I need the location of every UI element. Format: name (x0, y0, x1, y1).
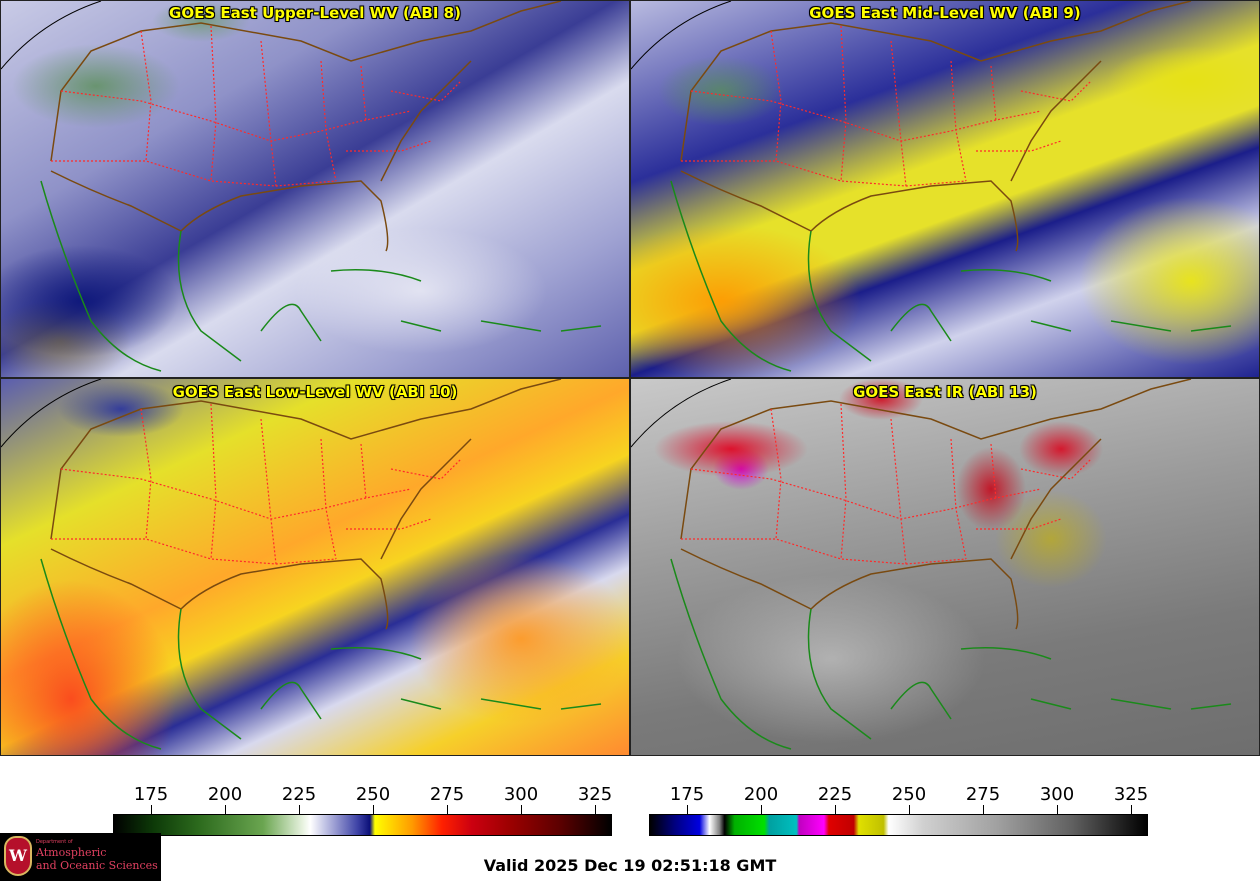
panel-title: GOES East Low-Level WV (ABI 10) (172, 383, 458, 401)
logo-line2: and Oceanic Sciences (36, 859, 158, 872)
ir-imagery (631, 379, 1259, 755)
logo-dept-text: Department of (36, 839, 73, 845)
map-overlay (1, 1, 602, 372)
colorbar-tick-label: 275 (429, 784, 465, 805)
logo-line1: Atmospheric (36, 846, 107, 859)
colorbar-tick (447, 805, 448, 814)
wv-colorbar (113, 814, 612, 836)
upper-level-wv-imagery (1, 1, 629, 377)
colorbar-tick (225, 805, 226, 814)
colorbar-tick-label: 250 (891, 784, 927, 805)
ir-panel: GOES East IR (ABI 13) (630, 378, 1260, 756)
upper-level-wv-panel: GOES East Upper-Level WV (ABI 8) (0, 0, 630, 378)
colorbar-tick-label: 225 (817, 784, 853, 805)
panel-title: GOES East Upper-Level WV (ABI 8) (169, 4, 461, 22)
colorbar-tick (1057, 805, 1058, 814)
colorbar-tick-label: 200 (207, 784, 243, 805)
colorbar-tick-label: 175 (133, 784, 169, 805)
colorbar-tick (151, 805, 152, 814)
map-overlay (631, 379, 1232, 750)
mid-level-wv-imagery (631, 1, 1259, 377)
colorbar-tick (687, 805, 688, 814)
colorbar-tick-label: 300 (503, 784, 539, 805)
panel-title: GOES East Mid-Level WV (ABI 9) (809, 4, 1081, 22)
colorbar-tick (595, 805, 596, 814)
colorbar-tick-label: 325 (1113, 784, 1149, 805)
colorbar-tick (373, 805, 374, 814)
colorbar-tick-label: 325 (577, 784, 613, 805)
mid-level-wv-panel: GOES East Mid-Level WV (ABI 9) (630, 0, 1260, 378)
colorbar-tick-label: 300 (1039, 784, 1075, 805)
colorbar-tick (521, 805, 522, 814)
colorbar-tick (835, 805, 836, 814)
valid-time: Valid 2025 Dec 19 02:51:18 GMT (483, 856, 777, 875)
uw-seal-icon: W (4, 836, 32, 876)
panel-title: GOES East IR (ABI 13) (853, 383, 1037, 401)
colorbar-tick-label: 175 (669, 784, 705, 805)
ir-colorbar (649, 814, 1148, 836)
low-level-wv-panel: GOES East Low-Level WV (ABI 10) (0, 378, 630, 756)
colorbar-tick-label: 225 (281, 784, 317, 805)
map-overlay (631, 1, 1232, 372)
colorbar-tick (909, 805, 910, 814)
map-overlay (1, 379, 602, 750)
colorbar-tick (1131, 805, 1132, 814)
colorbar-tick-label: 250 (355, 784, 391, 805)
colorbar-tick-label: 275 (965, 784, 1001, 805)
colorbar-tick (299, 805, 300, 814)
aos-logo: W Department of Atmospheric and Oceanic … (0, 833, 161, 881)
colorbar-tick-label: 200 (743, 784, 779, 805)
colorbar-tick (983, 805, 984, 814)
low-level-wv-imagery (1, 379, 629, 755)
colorbar-tick (761, 805, 762, 814)
